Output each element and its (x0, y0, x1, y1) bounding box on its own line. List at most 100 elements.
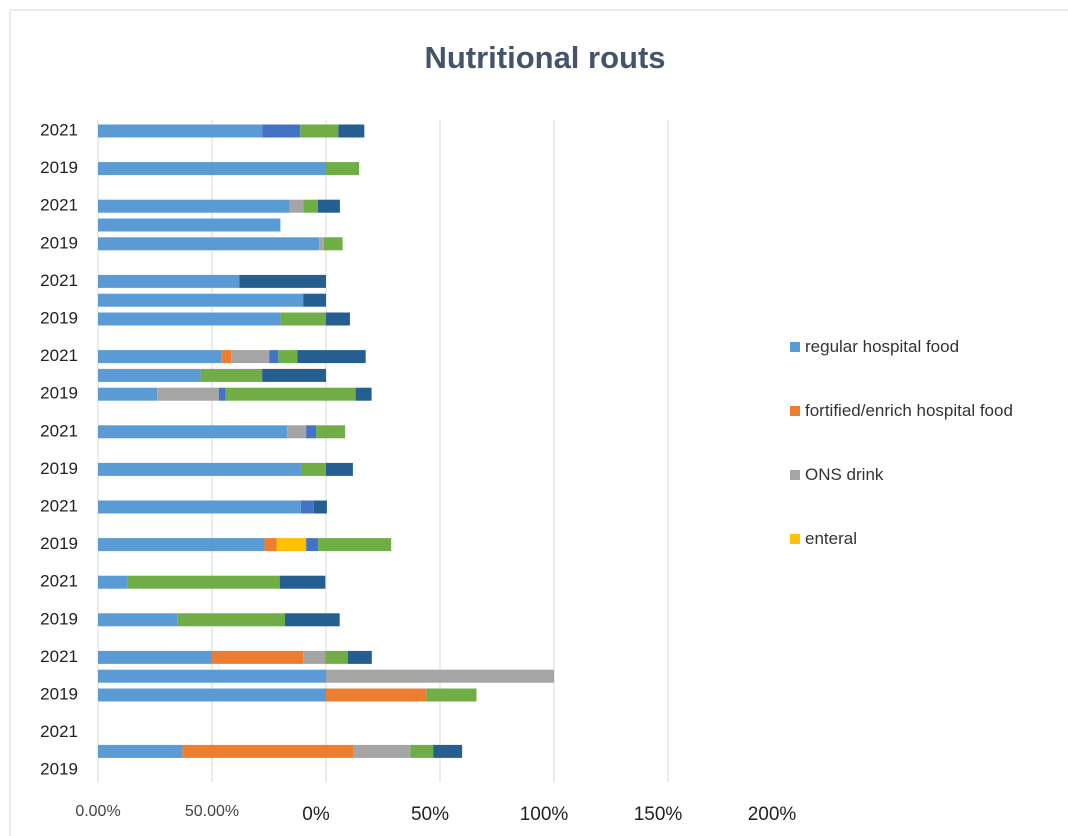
y-tick-label: 2019 (40, 609, 78, 628)
x2-tick-label: 200% (748, 804, 797, 825)
bar-segment (98, 613, 178, 627)
bar-segment (218, 387, 226, 401)
y-tick-label: 2021 (40, 120, 78, 139)
bar-segment (98, 669, 326, 683)
bar-segment (98, 387, 158, 401)
bar-segment (306, 425, 317, 439)
y-tick-label: 2021 (40, 647, 78, 666)
legend-item: regular hospital food (790, 336, 1062, 400)
bar-segment (318, 538, 392, 552)
bar-segment (98, 312, 281, 326)
bar-segment (98, 274, 240, 288)
bar-segment (300, 462, 326, 476)
y-tick-label: 2019 (40, 158, 78, 177)
bar-segment (355, 387, 372, 401)
bar-segment (433, 744, 463, 758)
y-tick-label: 2019 (40, 459, 78, 478)
bar-segment (280, 312, 326, 326)
bar-segment (276, 538, 307, 552)
bar-segment (325, 650, 348, 664)
bar-segment (326, 669, 554, 683)
bar-segment (279, 575, 326, 589)
bar-segment (98, 500, 301, 514)
bar-segment (269, 350, 279, 364)
bar-segment (303, 199, 319, 213)
bar-segment (323, 237, 343, 251)
bar-segment (326, 162, 360, 176)
bar-segment (212, 650, 304, 664)
bar-segment (353, 744, 411, 758)
legend-label: fortified/enrich hospital food (805, 401, 1013, 420)
y-tick-label: 2021 (40, 722, 78, 741)
bar-segment (98, 650, 212, 664)
legend-swatch (790, 406, 800, 416)
bar-segment (318, 199, 340, 213)
bar-segment (313, 500, 327, 514)
bar-segment (98, 538, 265, 552)
bar-segment (316, 425, 346, 439)
bar-segment (98, 218, 281, 232)
bar-segment (347, 650, 372, 664)
bar-segment (98, 124, 263, 138)
bar-segment (98, 575, 128, 589)
bar-segment (300, 124, 339, 138)
bar-segment (98, 688, 326, 702)
y-tick-label: 2021 (40, 572, 78, 591)
y-tick-label: 2019 (40, 384, 78, 403)
y-tick-label: 2021 (40, 496, 78, 515)
bar-segment (98, 350, 222, 364)
legend-label: regular hospital food (805, 337, 960, 356)
y-tick-label: 2021 (40, 271, 78, 290)
bar-segment (98, 462, 301, 476)
legend-item: ONS drink (790, 464, 1062, 528)
bar-segment (410, 744, 434, 758)
legend-swatch (790, 534, 800, 544)
bar-segment (303, 650, 326, 664)
bar-segment (426, 688, 477, 702)
x2-tick-label: 50% (411, 804, 449, 825)
x-tick-label: 0.00% (75, 803, 120, 820)
bar-segment (177, 613, 285, 627)
bar-segment (264, 538, 277, 552)
legend-swatch (790, 470, 800, 480)
y-tick-label: 2021 (40, 346, 78, 365)
legend-label: enteral (805, 529, 857, 548)
chart-title: Nutritional routs (424, 40, 665, 75)
bar-segment (284, 613, 340, 627)
bar-segment (98, 368, 201, 382)
bar-segment (239, 274, 326, 288)
bar-segment (127, 575, 280, 589)
bar-segment (262, 124, 301, 138)
bar-segment (319, 237, 324, 251)
bar-segment (303, 293, 326, 307)
legend-label: ONS drink (805, 465, 884, 484)
bar-segment (278, 350, 298, 364)
bar-segment (262, 368, 326, 382)
bar-segment (98, 293, 304, 307)
x-tick-label: 50.00% (185, 803, 239, 820)
x2-tick-label: 150% (634, 804, 683, 825)
bar-segment (338, 124, 365, 138)
bar-segment (231, 350, 270, 364)
bar-segment (98, 425, 288, 439)
y-tick-label: 2019 (40, 534, 78, 553)
bar-segment (326, 688, 427, 702)
bar-segment (326, 462, 353, 476)
bar-segment (221, 350, 232, 364)
y-tick-label: 2019 (40, 233, 78, 252)
bar-segment (306, 538, 319, 552)
bar-segment (326, 312, 350, 326)
legend: regular hospital food fortified/enrich ho… (790, 336, 1062, 592)
bar-segment (157, 387, 219, 401)
bar-segment (98, 199, 290, 213)
x2-tick-label: 100% (520, 804, 569, 825)
bar-segment (297, 350, 366, 364)
y-tick-label: 2019 (40, 760, 78, 779)
x2-tick-label: 0% (302, 804, 330, 825)
bar-segment (98, 237, 320, 251)
y-tick-label: 2021 (40, 196, 78, 215)
y-tick-label: 2019 (40, 684, 78, 703)
bar-segment (98, 162, 326, 176)
